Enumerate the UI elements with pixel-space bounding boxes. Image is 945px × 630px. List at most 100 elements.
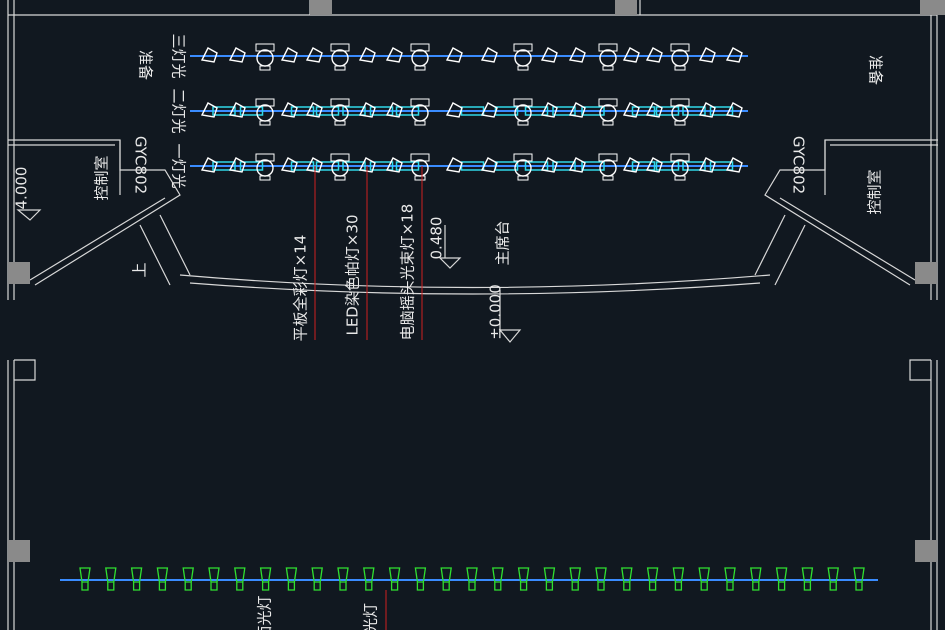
par-light — [480, 102, 498, 118]
front-light — [182, 567, 194, 591]
par-light — [445, 157, 463, 173]
moving-head — [513, 43, 533, 52]
label: LED染色帕灯×30 — [344, 214, 362, 335]
moving-head — [410, 43, 430, 52]
par-light — [228, 157, 246, 173]
front-light — [388, 567, 401, 591]
led-bar — [524, 106, 549, 116]
moving-head — [330, 153, 350, 162]
front-light — [105, 567, 117, 591]
led-bar — [239, 161, 264, 171]
par-light — [645, 102, 663, 118]
led-bar — [212, 106, 236, 116]
moving-head — [259, 120, 271, 126]
label: GYC802 — [132, 136, 150, 194]
par-light — [200, 102, 218, 118]
par-light — [445, 102, 463, 118]
front-light — [414, 567, 427, 591]
label: 电脑摇头光束灯×18 — [399, 204, 417, 341]
par-light — [358, 47, 376, 63]
front-light — [595, 567, 607, 591]
moving-head — [414, 175, 426, 181]
front-light — [130, 567, 143, 591]
front-light — [672, 567, 685, 591]
front-light — [285, 567, 298, 591]
par-light — [480, 47, 498, 63]
led-bar — [290, 106, 315, 116]
front-light — [569, 567, 581, 591]
front-light — [801, 567, 814, 591]
moving-head — [513, 98, 533, 107]
moving-head — [259, 65, 271, 71]
front-light — [775, 567, 788, 591]
front-light — [492, 567, 504, 591]
label: 控制室 — [866, 169, 884, 214]
front-light — [234, 567, 246, 591]
led-bar — [342, 161, 366, 171]
moving-head — [410, 98, 430, 107]
led-bar — [552, 106, 576, 116]
par-light — [645, 47, 663, 63]
label: 面光灯 — [256, 595, 274, 630]
moving-head — [517, 175, 529, 181]
front-light — [337, 567, 349, 591]
front-light — [853, 567, 865, 591]
front-light — [208, 567, 220, 591]
par-light — [305, 47, 323, 63]
label: ±0.000 — [487, 284, 505, 340]
front-light — [621, 567, 633, 591]
front-light — [750, 567, 762, 591]
moving-head — [670, 98, 690, 107]
front-light — [827, 567, 839, 591]
led-bar — [395, 161, 420, 171]
moving-head — [330, 98, 350, 107]
par-light — [445, 47, 463, 63]
par-light — [280, 102, 298, 118]
front-light — [724, 567, 736, 591]
moving-head — [598, 153, 618, 162]
moving-head — [674, 65, 686, 71]
par-light — [725, 47, 743, 63]
moving-head — [674, 120, 686, 126]
front-light — [311, 567, 323, 591]
led-bar — [682, 161, 706, 171]
front-light — [698, 567, 710, 591]
moving-head — [255, 153, 275, 162]
led-bar — [655, 106, 680, 116]
label: 4.000 — [13, 167, 31, 210]
moving-head — [517, 120, 529, 126]
par-light — [645, 157, 663, 173]
led-bar — [395, 106, 420, 116]
led-bar — [581, 161, 605, 171]
par-light — [200, 47, 218, 63]
label: 控制室 — [93, 155, 111, 200]
par-light — [622, 102, 640, 118]
par-light — [358, 102, 376, 118]
front-light — [517, 567, 530, 591]
led-bar — [552, 161, 576, 171]
par-light — [622, 47, 640, 63]
label: 主席台 — [494, 220, 512, 265]
par-light — [568, 157, 586, 173]
moving-head — [602, 175, 614, 181]
par-light — [305, 102, 323, 118]
moving-head — [602, 120, 614, 126]
moving-head — [674, 175, 686, 181]
led-bar — [682, 106, 706, 116]
par-light — [725, 102, 743, 118]
moving-head — [598, 98, 618, 107]
moving-head — [334, 65, 346, 71]
led-bar — [631, 106, 656, 116]
par-light — [540, 157, 558, 173]
led-bar — [631, 161, 656, 171]
led-bar — [290, 161, 315, 171]
walls — [7, 0, 945, 630]
label: 二灯光 — [170, 88, 188, 133]
par-light — [280, 157, 298, 173]
moving-head — [517, 65, 529, 71]
moving-head — [598, 43, 618, 52]
par-light — [568, 47, 586, 63]
moving-head — [414, 120, 426, 126]
par-light — [480, 157, 498, 173]
front-light — [466, 567, 478, 591]
